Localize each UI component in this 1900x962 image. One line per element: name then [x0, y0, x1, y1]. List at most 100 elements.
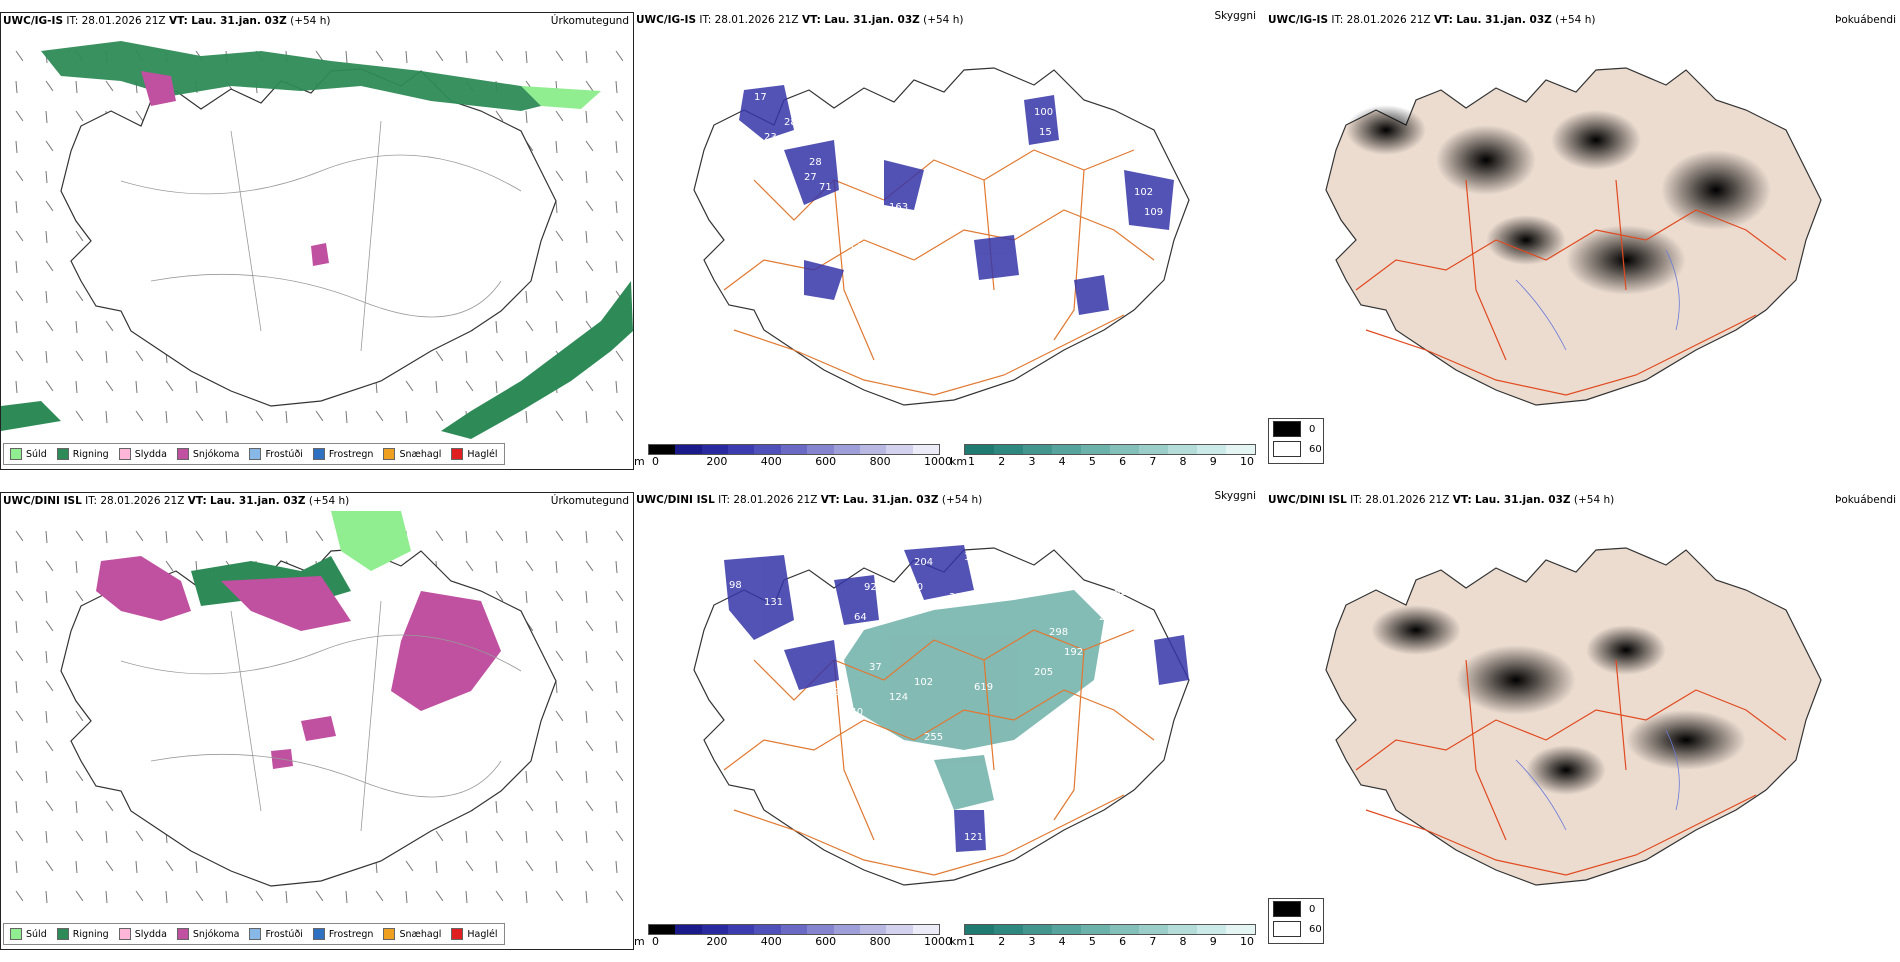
wind-barb: [15, 890, 24, 902]
wind-barb: [585, 230, 588, 244]
wind-barb: [495, 530, 504, 542]
wind-barb: [435, 530, 444, 542]
ceiling-ticks: m 0 200 400 600 800 1000: [634, 935, 952, 949]
wind-barb: [435, 380, 438, 394]
wind-barb: [585, 80, 594, 92]
fog-legend-row: 0: [1269, 899, 1323, 919]
panel-title: Úrkomutegund: [550, 15, 629, 27]
fog-legend-label: 60: [1309, 923, 1322, 935]
wind-barb: [255, 410, 264, 422]
wind-barb: [45, 110, 48, 124]
legend-item: Snjókoma: [176, 928, 240, 940]
ceiling-map: 123 177 98 184 131 172 92 204 150 303 102 84 826 252 2…: [693, 545, 1190, 886]
fog-legend-swatch: [1273, 421, 1301, 437]
wind-barb: [435, 890, 444, 902]
ceiling-value-label: 255: [924, 732, 943, 743]
wind-barb: [555, 170, 564, 182]
wind-barb: [405, 380, 414, 392]
fog-legend-swatch: [1273, 901, 1301, 917]
wind-barb: [615, 110, 624, 122]
scale-tick: 8: [1179, 935, 1187, 948]
panel-header: UWC/IG-IS IT: 28.01.2026 21Z VT: Lau. 31…: [1268, 14, 1596, 26]
wind-barb: [285, 530, 288, 544]
wind-barb: [495, 800, 498, 814]
wind-barb: [135, 350, 144, 362]
scale-tick: 800: [869, 935, 891, 948]
wind-barb: [495, 350, 504, 362]
wind-barb: [555, 830, 564, 842]
wind-barb: [585, 710, 588, 724]
ceiling-value-label: 140: [844, 707, 863, 718]
wind-barb: [195, 380, 198, 394]
wind-barb: [495, 560, 498, 574]
legend-label: Súld: [26, 928, 47, 940]
legend-label: Snæhagl: [399, 448, 442, 460]
wind-barb: [45, 290, 48, 304]
wind-barb: [45, 80, 54, 92]
legend-label: Slydda: [134, 448, 167, 460]
init-time: 28.01.2026 21Z: [1346, 14, 1431, 26]
wind-barb: [585, 590, 588, 604]
panel-title: Skyggni: [1214, 490, 1257, 502]
ceiling-visibility-panel: UWC/IG-IS IT: 28.01.2026 21Z VT: Lau. 31…: [634, 10, 1266, 470]
legend-label: Slydda: [134, 928, 167, 940]
wind-barb: [135, 530, 144, 542]
wind-barb: [555, 110, 564, 122]
scale-tick: 600: [815, 935, 837, 948]
wind-barb: [585, 740, 594, 752]
wind-barb: [525, 830, 528, 844]
iceland-outline: [1325, 547, 1822, 886]
wind-barb: [15, 860, 18, 874]
wind-barb: [45, 710, 48, 724]
wind-barb: [15, 200, 18, 214]
visibility-colorbar: [964, 444, 1256, 455]
wind-barb: [15, 110, 24, 122]
colorbar-segment: [1139, 925, 1168, 934]
wind-barb: [15, 230, 24, 242]
legend-label: Haglél: [467, 928, 498, 940]
wind-barb: [585, 560, 594, 572]
legend-item: Súld: [10, 928, 47, 940]
colorbar-segment: [912, 925, 939, 934]
wind-barb: [75, 320, 78, 334]
scale-tick: 4: [1058, 455, 1066, 468]
wind-barb: [585, 380, 594, 392]
ceiling-visibility-panel: UWC/DINI ISL IT: 28.01.2026 21Z VT: Lau.…: [634, 490, 1266, 950]
wind-barb: [75, 110, 84, 122]
panel-header: UWC/DINI ISL IT: 28.01.2026 21Z VT: Lau.…: [1268, 494, 1615, 506]
legend-label: Frostúði: [265, 928, 303, 940]
lead-time: (+54 h): [923, 14, 964, 26]
legend-label: Snjókoma: [192, 928, 240, 940]
scale-tick: 5: [1088, 455, 1096, 468]
wind-barb: [585, 800, 594, 812]
wind-barb: [615, 50, 624, 62]
ceiling-value-label: 98: [729, 580, 742, 591]
wind-barb: [465, 50, 468, 64]
init-time: 28.01.2026 21Z: [100, 495, 185, 507]
wind-barb: [105, 410, 108, 424]
wind-barb: [195, 860, 198, 874]
colorbar-segment: [675, 925, 702, 934]
wind-barb: [15, 380, 18, 394]
wind-barb: [615, 860, 618, 874]
fog-patches: [1371, 605, 1746, 795]
visibility-ticks: km 1 2 3 4 5 6 7 8 9 10: [950, 455, 1266, 469]
wind-barb: [75, 350, 84, 362]
wind-barb: [15, 320, 18, 334]
colorbar-segment: [994, 445, 1023, 454]
wind-barb: [45, 650, 48, 664]
wind-barb: [15, 710, 24, 722]
snow-area: [96, 556, 191, 621]
wind-barb: [585, 140, 594, 152]
colorbar-segment: [833, 925, 860, 934]
panel-header: UWC/DINI ISL IT: 28.01.2026 21Z VT: Lau.…: [3, 495, 350, 507]
lead-time: (+54 h): [1573, 494, 1615, 506]
scale-tick: 1000: [924, 455, 952, 468]
wind-barb: [585, 410, 588, 424]
wind-barb: [555, 320, 558, 334]
ceiling-legend: m 0 200 400 600 800 1000: [634, 924, 952, 950]
ceiling-value-label: 123: [734, 547, 753, 558]
ceiling-value-label: 10: [1054, 257, 1067, 268]
ceiling-value-label: 192: [1064, 647, 1083, 658]
panel-title: Þokuábendi: [1835, 14, 1896, 26]
